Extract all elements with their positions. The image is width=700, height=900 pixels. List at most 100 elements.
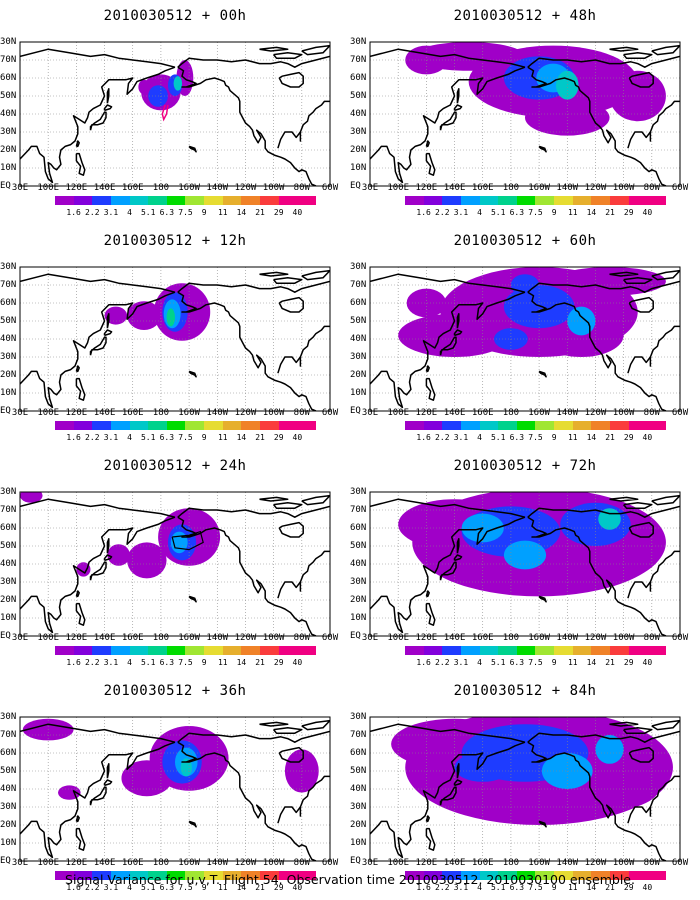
lat-tick-label: 60N	[350, 748, 367, 758]
lat-tick-label: 30N	[350, 37, 367, 47]
lat-tick-label: 30N	[350, 712, 367, 722]
map-panel-84h: 2010030512 + 84h 30N 70N 60N 50N 40N 30N 20N 10N…	[350, 675, 700, 900]
lon-tick-label: 120E	[415, 858, 438, 868]
colorbar-label: 40	[642, 658, 653, 667]
lon-tick-label: 120W	[584, 183, 607, 193]
colorbar-swatch	[129, 421, 149, 430]
colorbar	[405, 646, 666, 655]
lon-tick-label: 100E	[37, 858, 60, 868]
variance-shade	[127, 542, 167, 579]
lon-tick-label: 60W	[671, 408, 689, 418]
coastline	[609, 271, 639, 277]
lat-tick-label: 50N	[0, 91, 17, 101]
coastline	[623, 52, 653, 59]
coastline	[277, 775, 330, 824]
map-plot	[19, 491, 331, 637]
lat-tick-label: 30N	[0, 352, 17, 362]
lon-tick-label: 140E	[443, 183, 466, 193]
coastline	[106, 763, 110, 779]
coastline	[370, 273, 526, 293]
coastline	[439, 786, 457, 806]
lat-tick-label: 30N	[350, 127, 367, 137]
lat-tick-label: 30N	[350, 577, 367, 587]
coastline	[370, 516, 526, 634]
lon-tick-label: 100E	[37, 183, 60, 193]
coastline	[75, 140, 80, 148]
colorbar-swatch	[185, 871, 205, 880]
lon-tick-label: 30E	[11, 858, 29, 868]
coastline	[627, 100, 680, 149]
coastline	[301, 494, 330, 506]
coastline	[301, 719, 330, 731]
colorbar-label: 11	[567, 433, 578, 442]
colorbar	[55, 421, 316, 430]
variance-shade	[173, 76, 183, 91]
coastline	[370, 741, 526, 859]
coastline	[627, 325, 680, 374]
colorbar-label: 3.1	[453, 208, 469, 217]
colorbar-swatch	[185, 196, 205, 205]
colorbar-label: 29	[623, 883, 634, 892]
lon-tick-label: 60W	[671, 633, 689, 643]
coastline	[439, 336, 457, 356]
coastline	[628, 71, 654, 88]
lon-tick-label: 100E	[37, 408, 60, 418]
lat-tick-label: 10N	[0, 613, 17, 623]
panel-title: 2010030512 + 72h	[453, 458, 597, 474]
lon-tick-label: 160E	[121, 183, 144, 193]
coastline	[301, 269, 330, 281]
lat-tick-label: 10N	[0, 388, 17, 398]
lon-tick-label: 160W	[528, 858, 550, 868]
colorbar-swatch	[148, 646, 167, 655]
lat-tick-label: 30N	[0, 577, 17, 587]
coastline	[609, 496, 639, 502]
colorbar-label: 7.5	[178, 883, 193, 892]
colorbar-swatch	[572, 646, 592, 655]
lat-tick-label: EQ	[350, 856, 361, 866]
colorbar-label: 3.1	[103, 433, 119, 442]
coastline	[651, 494, 680, 506]
lon-tick-label: 120E	[415, 408, 438, 418]
colorbar-label: 29	[623, 433, 634, 442]
colorbar-swatch	[628, 421, 648, 430]
lon-tick-label: 60W	[321, 408, 339, 418]
colorbar-label: 3.1	[453, 883, 469, 892]
lat-tick-label: 10N	[350, 388, 367, 398]
lon-tick-label: 180	[502, 633, 520, 643]
coastline	[20, 48, 176, 68]
lat-tick-label: 30N	[350, 262, 367, 272]
coastline	[273, 502, 303, 509]
colorbar-swatch	[628, 646, 648, 655]
colorbar-label: 29	[623, 208, 634, 217]
coastline	[628, 521, 654, 538]
colorbar-swatch	[628, 871, 648, 880]
coastline	[20, 741, 176, 859]
colorbar-swatch	[554, 421, 573, 430]
lon-tick-label: 180	[152, 633, 170, 643]
lat-tick-label: 70N	[350, 55, 367, 65]
lon-tick-label: 140W	[556, 408, 579, 418]
lat-tick-label: 20N	[0, 595, 17, 605]
colorbar-label: 40	[292, 883, 303, 892]
colorbar-label: 6.3	[509, 433, 525, 442]
colorbar-label: 29	[273, 883, 284, 892]
map-plot	[369, 41, 681, 187]
colorbar-label: 40	[292, 658, 303, 667]
coastline	[278, 746, 304, 763]
coastline	[273, 277, 303, 284]
lat-tick-label: 60N	[350, 73, 367, 83]
coastline	[651, 269, 680, 281]
lat-tick-label: 20N	[0, 820, 17, 830]
lat-tick-label: 50N	[350, 541, 367, 551]
colorbar-swatch	[479, 196, 499, 205]
coastline	[425, 140, 430, 148]
lon-tick-label: 160E	[471, 858, 494, 868]
colorbar-swatch	[129, 196, 149, 205]
lon-tick-label: 140E	[93, 633, 116, 643]
colorbar-swatch	[222, 871, 242, 880]
colorbar-label: 5.1	[140, 658, 156, 667]
coastline	[103, 329, 113, 337]
colorbar-swatch	[278, 196, 298, 205]
colorbar-label: 6.3	[509, 208, 525, 217]
coastline	[20, 66, 176, 184]
